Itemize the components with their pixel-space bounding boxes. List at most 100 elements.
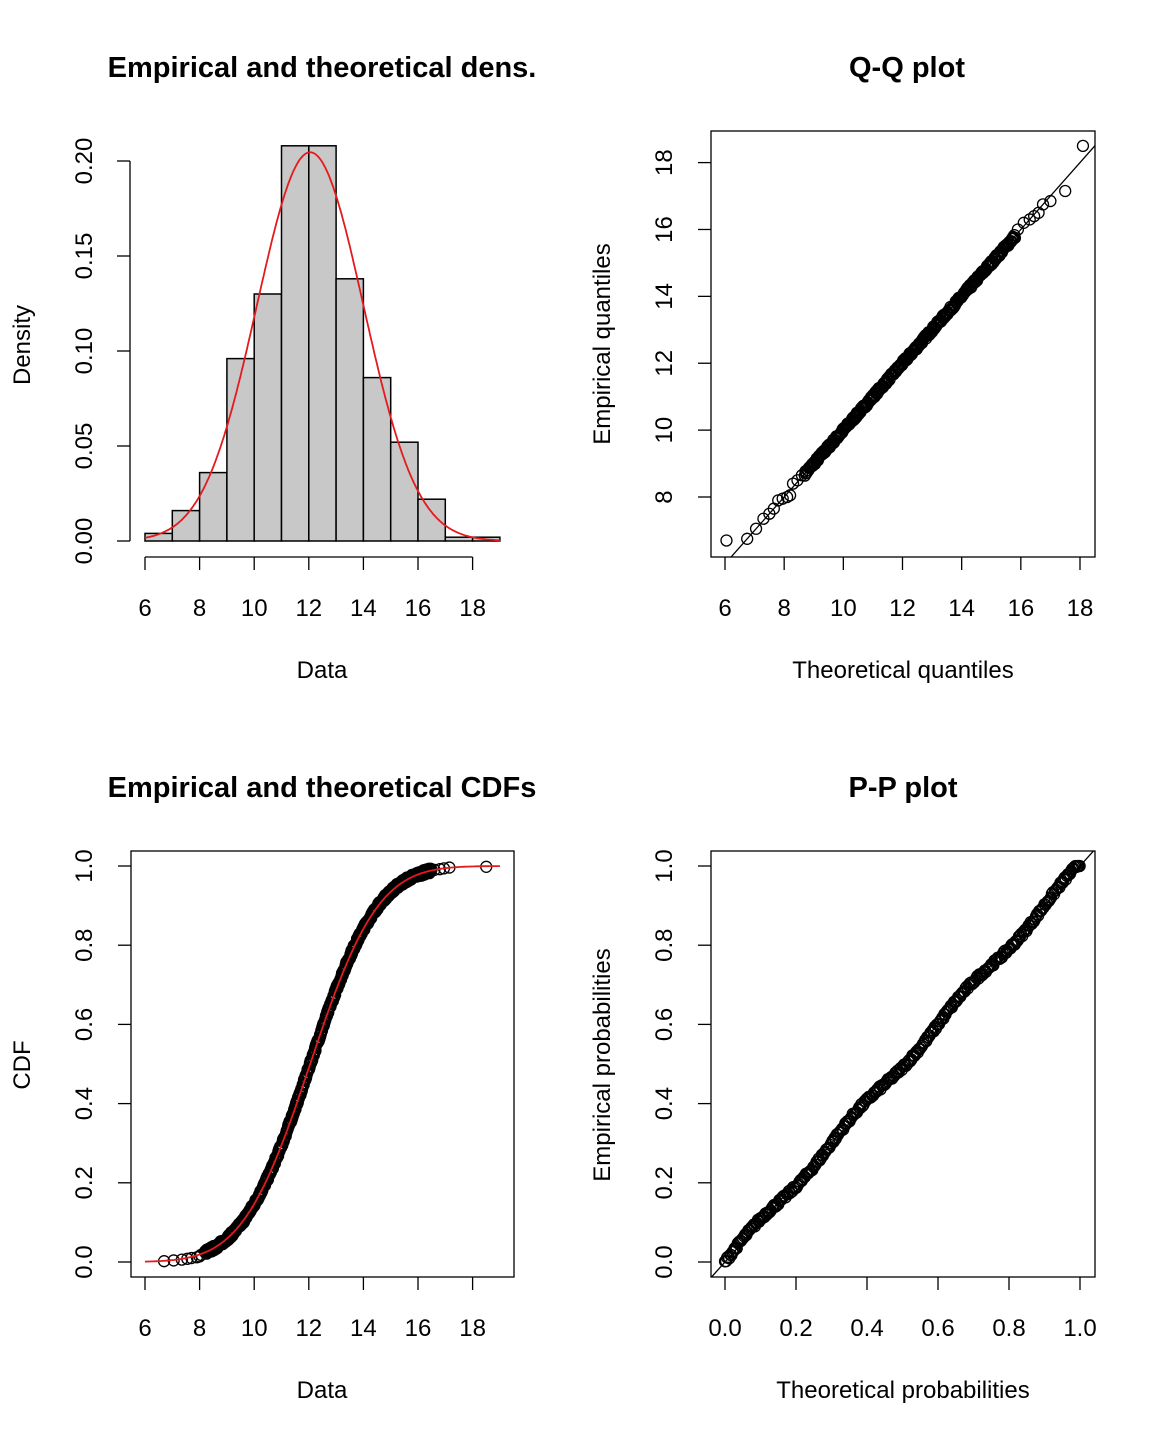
- histogram-bar: [335, 278, 365, 542]
- cdf-y-tick-label: 0.4: [71, 1087, 98, 1120]
- cdf-x-tick-label: 6: [138, 1315, 151, 1342]
- cdf-x-tick-label: 18: [459, 1315, 486, 1342]
- cdf-point: [194, 1248, 208, 1262]
- density-y-tick-label: 0.10: [71, 328, 98, 375]
- density-x-tick-label: 6: [138, 595, 151, 622]
- density-y-tick-label: 0.00: [71, 518, 98, 565]
- pp-x-tick-label: 0.2: [779, 1315, 812, 1342]
- theoretical-density-curve: [144, 151, 500, 542]
- qq-point: [1059, 184, 1072, 198]
- qq-x-axis-label: Theoretical quantiles: [792, 657, 1013, 684]
- pp-x-tick-label: 1.0: [1063, 1315, 1096, 1342]
- pp-y-tick-label: 0.0: [651, 1245, 678, 1278]
- density-x-tick-label: 14: [350, 595, 377, 622]
- qq-point: [749, 522, 763, 535]
- qq-point: [1076, 139, 1090, 153]
- density-x-axis-label: Data: [297, 657, 348, 684]
- density-x-tick-label: 18: [459, 595, 486, 622]
- cdf-x-tick-label: 14: [350, 1315, 377, 1342]
- pp-plot-title: P-P plot: [848, 772, 957, 804]
- pp-y-tick-label: 0.2: [651, 1166, 678, 1199]
- cdf-point: [268, 1157, 281, 1170]
- qq-x-tick-label: 14: [948, 595, 975, 622]
- pp-point: [1073, 859, 1086, 873]
- histogram-bar: [362, 376, 392, 542]
- histogram-bar: [280, 145, 310, 542]
- qq-x-tick-label: 16: [1007, 595, 1034, 622]
- qq-y-axis-label: Empirical quantiles: [589, 243, 616, 444]
- qq-point: [783, 489, 797, 502]
- cdf-point: [428, 863, 441, 877]
- qq-point: [741, 532, 754, 545]
- cdf-point: [297, 1078, 310, 1092]
- qq-point: [1008, 231, 1022, 245]
- qq-point: [795, 469, 809, 482]
- qq-point: [1036, 198, 1050, 211]
- cdf-y-tick-label: 0.8: [71, 929, 98, 962]
- qq-y-tick-label: 8: [651, 490, 678, 503]
- density-y-tick-label: 0.15: [71, 233, 98, 280]
- qq-y-tick-label: 14: [651, 283, 678, 310]
- pp-plot-box: [710, 850, 1096, 1278]
- density-y-tick-label: 0.05: [71, 423, 98, 470]
- qq-y-tick-label: 12: [651, 350, 678, 377]
- histogram-bar: [226, 357, 255, 542]
- qq-x-tick-label: 12: [889, 595, 916, 622]
- density-y-axis-label: Density: [9, 305, 36, 385]
- pp-y-axis-label: Empirical probabilities: [589, 948, 616, 1181]
- qq-plot-title: Q-Q plot: [849, 52, 965, 84]
- qq-y-tick-label: 16: [651, 216, 678, 243]
- pp-x-tick-label: 0.8: [992, 1315, 1025, 1342]
- pp-y-tick-label: 0.8: [651, 929, 678, 962]
- density-x-tick-label: 16: [405, 595, 432, 622]
- cdf-empirical-points: [157, 860, 493, 1268]
- histogram-bar: [198, 471, 228, 542]
- density-x-tick-label: 8: [193, 595, 206, 622]
- qq-points: [720, 139, 1095, 557]
- pp-x-tick-label: 0.4: [850, 1315, 883, 1342]
- pp-x-tick-label: 0.0: [708, 1315, 741, 1342]
- panel-density-histogram: Empirical and theoretical dens. Data Densi…: [9, 52, 536, 684]
- density-x-tick-label: 12: [295, 595, 322, 622]
- qq-y-tick-label: 10: [651, 417, 678, 444]
- cdf-plot-title: Empirical and theoretical CDFs: [108, 772, 537, 804]
- cdf-x-tick-label: 8: [193, 1315, 206, 1342]
- cdf-point: [322, 1006, 335, 1019]
- histogram-bar: [389, 441, 419, 542]
- qq-x-tick-label: 18: [1067, 595, 1094, 622]
- theoretical-cdf-curve: [145, 865, 500, 1263]
- cdf-x-axis-label: Data: [297, 1377, 348, 1404]
- qq-y-tick-label: 18: [651, 149, 678, 176]
- histogram-bar: [417, 498, 447, 542]
- cdf-plot-box: [130, 850, 515, 1278]
- qq-x-tick-label: 8: [777, 595, 790, 622]
- qq-point: [780, 490, 794, 504]
- cdf-x-tick-label: 16: [405, 1315, 432, 1342]
- qq-x-tick-label: 6: [718, 595, 731, 622]
- cdf-y-tick-label: 0.6: [71, 1008, 98, 1041]
- cdf-y-tick-label: 1.0: [71, 849, 98, 882]
- density-x-tick-label: 10: [241, 595, 268, 622]
- pp-x-tick-label: 0.6: [921, 1315, 954, 1342]
- cdf-y-tick-label: 0.0: [71, 1245, 98, 1278]
- pp-points: [711, 851, 1095, 1277]
- density-y-tick-label: 0.20: [71, 138, 98, 185]
- qq-point: [720, 534, 733, 547]
- panel-pp-plot: P-P plot Theoretical probabilities Empiric…: [589, 772, 1097, 1404]
- qq-plot-box: [710, 130, 1096, 558]
- cdf-x-tick-label: 10: [241, 1315, 268, 1342]
- pp-point: [894, 1061, 907, 1075]
- pp-x-axis-label: Theoretical probabilities: [776, 1377, 1029, 1404]
- histogram-bar: [308, 145, 337, 542]
- qq-point: [1017, 216, 1030, 229]
- histogram-bar: [444, 536, 474, 542]
- qq-x-tick-label: 10: [830, 595, 857, 622]
- cdf-y-axis-label: CDF: [9, 1040, 36, 1089]
- cdf-y-tick-label: 0.2: [71, 1166, 98, 1199]
- pp-y-tick-label: 0.6: [651, 1008, 678, 1041]
- panel-cdf-plot: Empirical and theoretical CDFs Data CDF 0.0…: [9, 772, 536, 1404]
- pp-y-tick-label: 0.4: [651, 1087, 678, 1120]
- pp-point: [730, 1242, 743, 1255]
- panel-qq-plot: Q-Q plot Theoretical quantiles Empirical q…: [589, 52, 1096, 684]
